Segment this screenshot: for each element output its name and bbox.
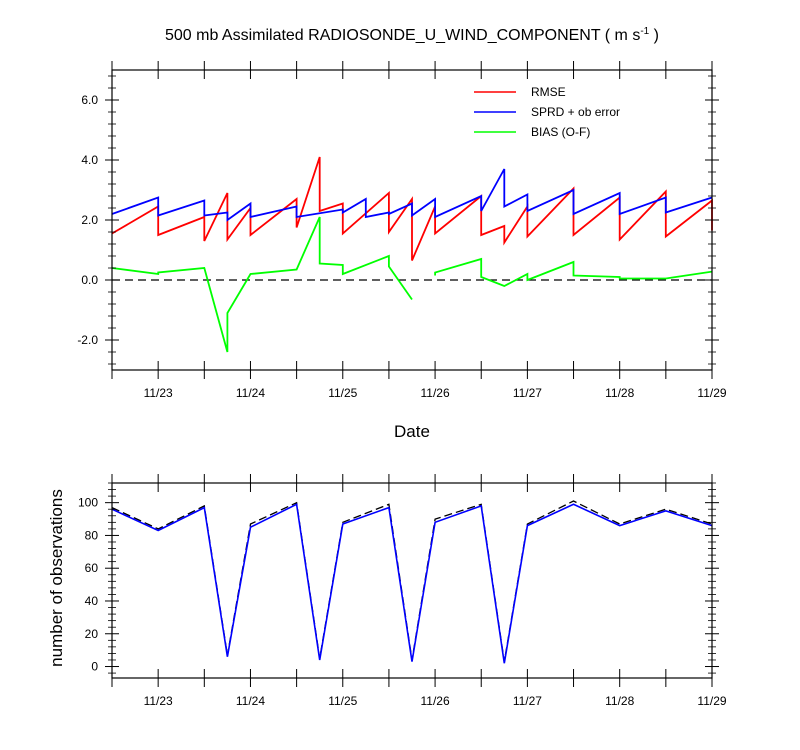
- bottom-plot-frame: [111, 482, 713, 679]
- y-tick-label: 2.0: [81, 213, 98, 227]
- series-line-sprd-ob-error: [111, 168, 713, 222]
- y-tick-label: 100: [78, 496, 98, 510]
- top-series-lines: [111, 156, 713, 353]
- x-tick-label: 11/23: [144, 386, 173, 400]
- legend-label: SPRD + ob error: [531, 105, 620, 119]
- y-tick-label: 4.0: [81, 153, 98, 167]
- x-tick-label: 11/27: [513, 386, 542, 400]
- top-chart: 500 mb Assimilated RADIOSONDE_U_WIND_COM…: [77, 26, 727, 441]
- y-tick-label: 40: [85, 594, 99, 608]
- x-tick-label: 11/26: [421, 694, 450, 708]
- bottom-axis-ticks: 11/23 11/24 11/25 11/26 11/27 11/28 11/29 0 20 40…: [78, 474, 727, 708]
- y-tick-label: 0: [91, 660, 98, 674]
- x-tick-label: 11/28: [605, 694, 634, 708]
- legend-label: BIAS (O-F): [531, 125, 590, 139]
- x-tick-label: 11/24: [236, 694, 265, 708]
- top-axis-ticks: 11/23 11/24 11/25 11/26 11/27 11/28 11/29 -2.0 0…: [77, 61, 727, 400]
- x-tick-label: 11/26: [421, 386, 450, 400]
- x-tick-label: 11/29: [697, 386, 726, 400]
- bottom-chart: 11/23 11/24 11/25 11/26 11/27 11/28 11/29 0 20 40…: [47, 474, 727, 708]
- legend: RMSE SPRD + ob error BIAS (O-F): [474, 85, 620, 139]
- x-axis-title: Date: [394, 422, 430, 441]
- series-line-bias-o-f: [434, 257, 713, 287]
- y-tick-label: 60: [85, 561, 99, 575]
- chart-title: 500 mb Assimilated RADIOSONDE_U_WIND_COM…: [165, 26, 659, 44]
- legend-label: RMSE: [531, 85, 566, 99]
- y-tick-label: 0.0: [81, 273, 98, 287]
- y-tick-label: -2.0: [77, 333, 98, 347]
- series-line-bias-o-f: [111, 216, 413, 353]
- y-tick-label: 6.0: [81, 93, 98, 107]
- observations-line-solid: [111, 503, 713, 664]
- x-tick-label: 11/25: [328, 694, 357, 708]
- x-tick-label: 11/28: [605, 386, 634, 400]
- x-tick-label: 11/24: [236, 386, 265, 400]
- y-axis-title: number of observations: [47, 489, 66, 667]
- y-tick-label: 80: [85, 528, 99, 542]
- x-tick-label: 11/23: [144, 694, 173, 708]
- series-line-rmse: [111, 156, 713, 261]
- x-tick-label: 11/29: [697, 694, 726, 708]
- y-tick-label: 20: [85, 627, 99, 641]
- x-tick-label: 11/25: [328, 386, 357, 400]
- bottom-series-lines: [111, 500, 713, 664]
- x-tick-label: 11/27: [513, 694, 542, 708]
